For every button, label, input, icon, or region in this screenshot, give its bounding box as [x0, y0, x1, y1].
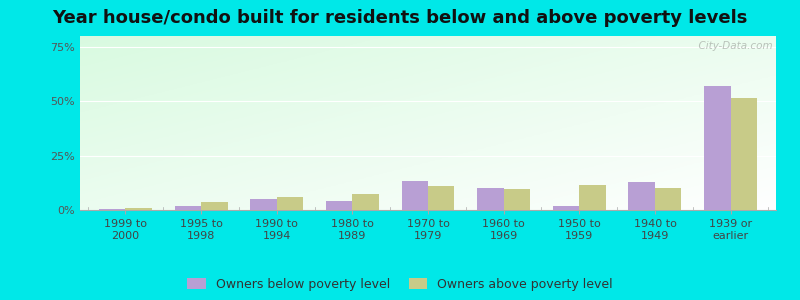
Bar: [402, 181, 428, 210]
Bar: [428, 186, 454, 210]
Bar: [704, 86, 730, 210]
Bar: [174, 206, 201, 210]
Bar: [553, 206, 579, 210]
Text: Year house/condo built for residents below and above poverty levels: Year house/condo built for residents bel…: [52, 9, 748, 27]
Bar: [477, 188, 504, 210]
Bar: [201, 202, 227, 210]
Text: City-Data.com: City-Data.com: [692, 41, 773, 51]
Bar: [352, 194, 379, 210]
Bar: [250, 199, 277, 210]
Bar: [504, 189, 530, 210]
Bar: [326, 201, 352, 210]
Bar: [277, 197, 303, 210]
Bar: [730, 98, 757, 210]
Bar: [99, 209, 126, 210]
Bar: [629, 182, 655, 210]
Legend: Owners below poverty level, Owners above poverty level: Owners below poverty level, Owners above…: [187, 278, 613, 291]
Bar: [655, 188, 682, 210]
Bar: [579, 185, 606, 210]
Bar: [126, 208, 152, 210]
